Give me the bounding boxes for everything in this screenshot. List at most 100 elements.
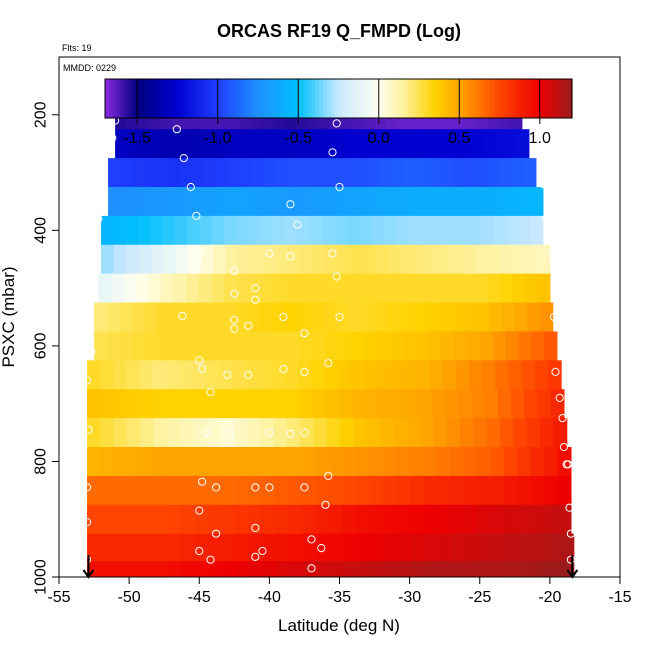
heat-cell [193, 418, 208, 448]
heat-cell [321, 215, 335, 246]
heat-cell [98, 273, 112, 304]
heat-cell [180, 187, 194, 217]
data-point [186, 182, 195, 192]
colorbar-segment [568, 79, 573, 118]
heat-cell [87, 389, 101, 419]
heat-cell [393, 418, 408, 448]
data-point [265, 483, 274, 492]
heat-cell [313, 244, 327, 275]
heat-cell [412, 302, 426, 332]
heat-cell [446, 418, 461, 448]
heat-cell [499, 273, 513, 304]
heat-cell [344, 129, 358, 159]
colorbar-segment [198, 79, 203, 118]
heat-cell [155, 158, 169, 188]
heat-cell [546, 561, 561, 578]
colorbar-segment [474, 79, 480, 118]
heat-cell [420, 215, 434, 246]
heat-cell [167, 475, 182, 506]
heat-cell [208, 533, 223, 562]
heat-cell [258, 360, 272, 390]
colorbar-segment [252, 79, 258, 118]
data-point [555, 393, 564, 402]
heat-cell [261, 504, 276, 535]
colorbar-segment [346, 79, 351, 118]
data-point [293, 220, 302, 229]
heat-cell [476, 158, 489, 188]
heat-cell [101, 215, 114, 246]
colorbar-tick-label: 0.5 [448, 130, 470, 147]
colorbar-segment [108, 79, 114, 118]
heat-cell [462, 244, 476, 275]
heat-cell [140, 447, 155, 477]
heat-cell [126, 389, 141, 419]
heat-cell [356, 129, 369, 159]
heat-cell [180, 418, 195, 448]
heat-cell [366, 418, 381, 448]
heat-cell [482, 187, 496, 217]
heat-cell [137, 215, 151, 246]
heat-cell [167, 504, 182, 535]
data-point [328, 249, 337, 258]
heat-cell [441, 331, 455, 361]
heat-cell [389, 360, 404, 390]
heat-cell [119, 331, 134, 361]
heat-cell [370, 533, 386, 562]
colorbar-segment [408, 79, 414, 118]
heat-cell [560, 533, 575, 562]
heat-cell [512, 158, 525, 188]
data-point [564, 460, 573, 469]
colorbar-segment [431, 79, 437, 118]
heat-cell [537, 389, 552, 419]
heat-cell [235, 533, 250, 562]
heat-cell [154, 447, 169, 477]
heat-cell [144, 187, 157, 217]
y-tick-label: 400 [33, 217, 50, 244]
data-point [99, 159, 109, 168]
colorbar-tick-label: 0.0 [368, 130, 390, 147]
heat-cell [428, 331, 442, 361]
colorbar: -1.5 -1.0 -0.5 0.0 0.5 1.0 [104, 78, 573, 147]
heat-cell [437, 244, 451, 275]
colorbar-segment [124, 79, 129, 118]
heat-cell [340, 418, 355, 448]
data-point [547, 249, 556, 258]
data-point [251, 284, 260, 293]
colorbar-segment [365, 79, 371, 118]
heat-cell [527, 302, 541, 332]
heat-cell [181, 533, 196, 562]
heat-cell [471, 389, 486, 419]
heat-cell [288, 244, 302, 275]
heat-cell [417, 158, 430, 188]
data-point [335, 312, 344, 322]
heat-cell [154, 533, 169, 562]
heat-cell [303, 533, 318, 562]
heat-cell [192, 187, 206, 217]
heat-cell [348, 302, 363, 332]
heat-cell [402, 331, 417, 361]
heat-cell [490, 475, 505, 506]
heat-cell [479, 331, 494, 361]
heat-cell [261, 331, 275, 361]
data-point [324, 359, 333, 368]
colorbar-segment [533, 79, 538, 118]
heat-cell [328, 475, 344, 506]
heat-cell [113, 447, 128, 477]
data-point [92, 249, 102, 258]
heat-cell [345, 158, 359, 188]
heat-cell [396, 447, 411, 477]
heat-cell [390, 129, 404, 159]
heat-cell [153, 389, 168, 419]
data-point [172, 125, 181, 134]
heat-cell [403, 360, 417, 390]
heat-cell [382, 504, 397, 535]
heat-cell [476, 302, 490, 332]
heat-cell [233, 418, 248, 448]
colorbar-segment [381, 79, 386, 118]
colorbar-segment [136, 79, 141, 118]
data-point [223, 370, 232, 379]
y-axis-label: PSXC (mbar) [0, 266, 18, 367]
colorbar-segment [248, 79, 254, 118]
data-point [332, 272, 341, 281]
heat-cell [272, 389, 287, 419]
